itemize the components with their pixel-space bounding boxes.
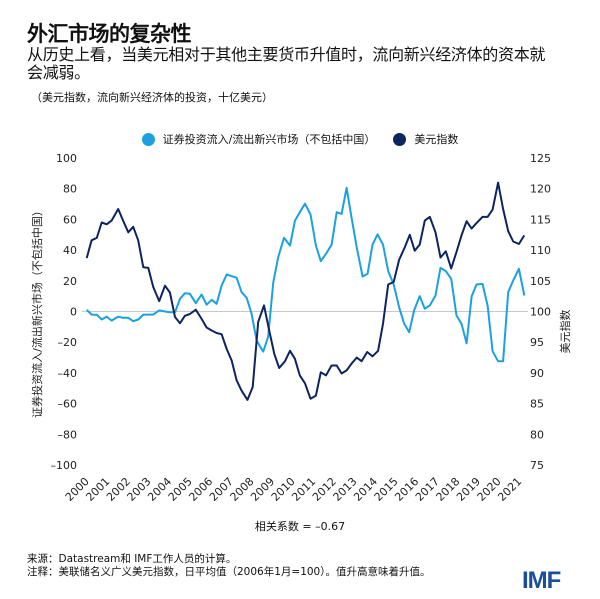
legend-label-em-flows: 证券投资流入/流出新兴市场（不包括中国） [162, 133, 376, 146]
y-right-axis-title: 美元指数 [558, 310, 572, 354]
y-right-tick-label: 80 [530, 428, 544, 441]
y-right-tick-label: 105 [530, 275, 551, 288]
y-left-tick-label: 0 [70, 306, 77, 319]
y-left-tick-label: –100 [51, 459, 78, 472]
y-right-tick-label: 100 [530, 306, 551, 319]
x-tick-label: 2021 [495, 475, 524, 504]
correlation-label: 相关系数 = –0.67 [254, 520, 346, 533]
y-left-tick-label: –60 [58, 398, 78, 411]
legend-item-em-flows: 证券投资流入/流出新兴市场（不包括中国） [141, 131, 376, 147]
series-line-em-flows [86, 186, 526, 363]
y-right-tick-label: 120 [530, 183, 551, 196]
y-left-tick-label: 60 [63, 213, 77, 226]
y-right-tick-label: 95 [530, 336, 544, 349]
legend-swatch-em-flows [141, 132, 155, 146]
imf-logo: IMF [522, 567, 561, 594]
y-right-tick-label: 110 [530, 244, 551, 257]
y-left-tick-label: 20 [63, 275, 77, 288]
y-left-tick-label: –80 [58, 428, 78, 441]
y-left-axis-title: 证券投资流入/流出新兴市场（不包括中国） [30, 205, 44, 418]
source-note: 来源：Datastream和 IMF工作人员的计算。 [27, 553, 237, 565]
chart-subtitle: 从历史上看，当美元相对于其他主要货币升值时，流向新兴经济体的资本就会减弱。 [27, 45, 546, 82]
y-right-tick-label: 75 [530, 459, 544, 472]
chart-title: 外汇市场的复杂性 [27, 22, 192, 46]
y-left-tick-label: –20 [58, 336, 78, 349]
y-right-tick-label: 125 [530, 152, 551, 165]
y-right-tick-label: 90 [530, 367, 544, 380]
legend-item-usd-index: 美元指数 [393, 131, 458, 147]
y-left-tick-label: 100 [56, 152, 77, 165]
y-left-tick-label: –40 [58, 367, 78, 380]
y-left-tick-label: 80 [63, 183, 77, 196]
series-line-usd-index [85, 181, 526, 401]
y-right-tick-label: 85 [530, 398, 544, 411]
units-note: （美元指数，流向新兴经济体的投资，十亿美元） [31, 91, 273, 104]
footnotes: 来源：Datastream和 IMF工作人员的计算。 注释：美联储名义广义美元指… [27, 553, 431, 579]
legend-label-usd-index: 美元指数 [414, 133, 459, 146]
y-right-tick-label: 115 [530, 213, 551, 226]
legend-swatch-usd-index [393, 132, 407, 146]
legend: 证券投资流入/流出新兴市场（不包括中国） 美元指数 [0, 131, 600, 147]
y-left-tick-label: 40 [63, 244, 77, 257]
note-text: 注释：美联储名义广义美元指数，日平均值（2006年1月=100）。值升高意味着升… [27, 566, 431, 578]
